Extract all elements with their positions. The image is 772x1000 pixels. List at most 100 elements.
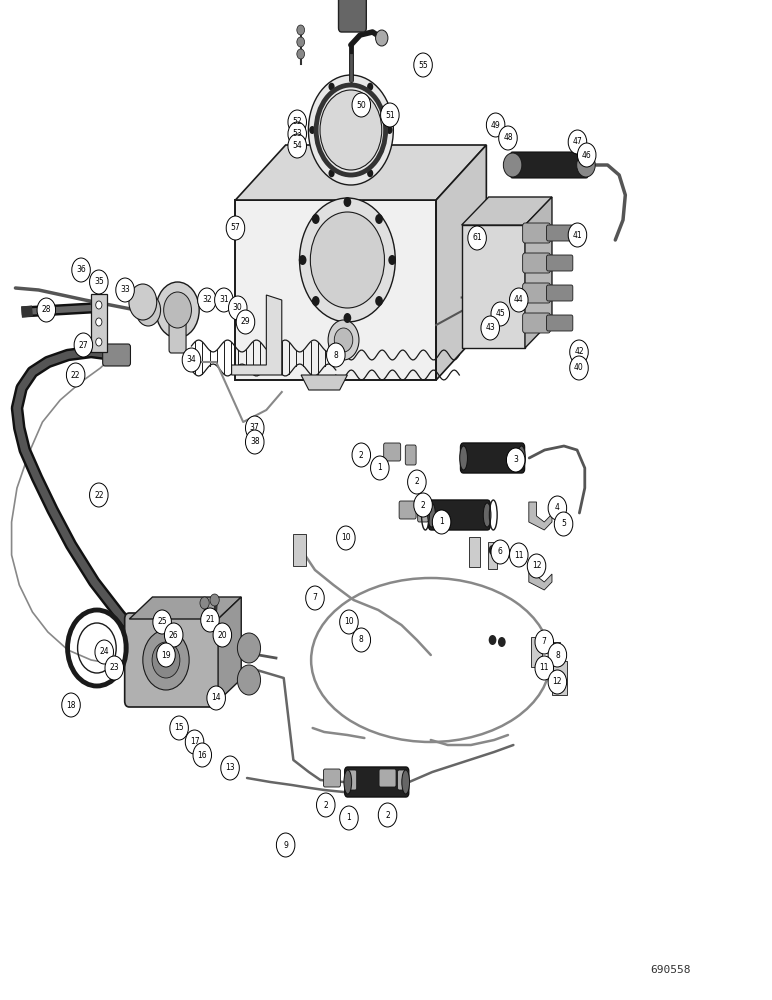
FancyBboxPatch shape xyxy=(379,769,396,787)
Circle shape xyxy=(170,716,188,740)
FancyBboxPatch shape xyxy=(551,642,560,669)
Text: 8: 8 xyxy=(334,351,338,360)
Circle shape xyxy=(489,635,496,645)
Circle shape xyxy=(375,296,383,306)
Circle shape xyxy=(568,223,587,247)
Text: 8: 8 xyxy=(359,636,364,645)
Text: 2: 2 xyxy=(415,478,419,487)
Text: 16: 16 xyxy=(198,750,207,760)
FancyBboxPatch shape xyxy=(428,500,490,530)
Text: 32: 32 xyxy=(202,296,212,304)
FancyBboxPatch shape xyxy=(124,613,222,707)
Circle shape xyxy=(288,122,306,146)
Circle shape xyxy=(414,493,432,517)
Text: 1: 1 xyxy=(378,464,382,473)
Text: 57: 57 xyxy=(231,224,240,232)
Text: 8: 8 xyxy=(555,650,560,660)
Text: 7: 7 xyxy=(313,593,317,602)
Text: 690558: 690558 xyxy=(651,965,691,975)
Text: 22: 22 xyxy=(71,370,80,379)
FancyBboxPatch shape xyxy=(384,443,401,461)
FancyBboxPatch shape xyxy=(398,770,408,790)
Circle shape xyxy=(90,483,108,507)
FancyBboxPatch shape xyxy=(346,770,357,790)
Ellipse shape xyxy=(459,446,468,470)
FancyBboxPatch shape xyxy=(103,344,130,366)
Ellipse shape xyxy=(344,770,351,794)
Text: 2: 2 xyxy=(359,450,364,460)
Circle shape xyxy=(226,216,245,240)
Text: 55: 55 xyxy=(418,60,428,70)
Circle shape xyxy=(152,642,180,678)
Text: 51: 51 xyxy=(385,110,394,119)
Circle shape xyxy=(157,643,175,667)
Circle shape xyxy=(245,416,264,440)
Circle shape xyxy=(367,169,374,177)
Circle shape xyxy=(577,153,595,177)
Circle shape xyxy=(344,313,351,323)
Circle shape xyxy=(503,153,522,177)
FancyBboxPatch shape xyxy=(488,542,497,568)
Circle shape xyxy=(510,288,528,312)
Circle shape xyxy=(200,597,209,609)
Circle shape xyxy=(527,554,546,578)
Text: 49: 49 xyxy=(491,120,500,129)
Circle shape xyxy=(491,302,510,326)
FancyBboxPatch shape xyxy=(523,223,550,243)
Circle shape xyxy=(548,496,567,520)
Circle shape xyxy=(96,318,102,326)
Circle shape xyxy=(535,630,554,654)
FancyBboxPatch shape xyxy=(344,767,409,797)
Text: 18: 18 xyxy=(66,700,76,710)
Text: 12: 12 xyxy=(553,678,562,686)
Circle shape xyxy=(164,623,183,647)
Circle shape xyxy=(312,296,320,306)
Polygon shape xyxy=(529,562,552,590)
Circle shape xyxy=(221,756,239,780)
Polygon shape xyxy=(232,295,282,375)
Circle shape xyxy=(554,512,573,536)
FancyBboxPatch shape xyxy=(462,225,525,348)
Text: 25: 25 xyxy=(157,617,167,626)
Circle shape xyxy=(491,540,510,564)
Circle shape xyxy=(276,833,295,857)
Circle shape xyxy=(129,284,157,320)
Polygon shape xyxy=(130,597,241,619)
Text: 21: 21 xyxy=(205,615,215,624)
Circle shape xyxy=(535,656,554,680)
Circle shape xyxy=(388,255,396,265)
Circle shape xyxy=(105,656,124,680)
Text: 9: 9 xyxy=(283,840,288,850)
Text: 52: 52 xyxy=(293,117,302,126)
Circle shape xyxy=(506,448,525,472)
Circle shape xyxy=(378,803,397,827)
Text: 5: 5 xyxy=(561,520,566,528)
Circle shape xyxy=(288,110,306,134)
Text: 22: 22 xyxy=(94,490,103,499)
Text: 11: 11 xyxy=(540,664,549,672)
Polygon shape xyxy=(462,197,552,225)
Polygon shape xyxy=(218,597,241,701)
Circle shape xyxy=(489,545,496,555)
FancyBboxPatch shape xyxy=(405,445,416,465)
Text: 54: 54 xyxy=(293,141,302,150)
Circle shape xyxy=(352,628,371,652)
Text: 7: 7 xyxy=(542,638,547,647)
Circle shape xyxy=(185,730,204,754)
Circle shape xyxy=(309,75,393,185)
FancyBboxPatch shape xyxy=(91,294,107,352)
Text: 1: 1 xyxy=(347,814,351,822)
Circle shape xyxy=(414,53,432,77)
Text: 37: 37 xyxy=(250,424,259,432)
Circle shape xyxy=(164,292,191,328)
Circle shape xyxy=(116,278,134,302)
Circle shape xyxy=(182,348,201,372)
Polygon shape xyxy=(525,197,552,348)
Circle shape xyxy=(288,134,306,158)
Text: 40: 40 xyxy=(574,363,584,372)
Circle shape xyxy=(296,25,304,35)
Text: 13: 13 xyxy=(225,764,235,772)
Ellipse shape xyxy=(517,446,525,470)
Circle shape xyxy=(153,610,171,634)
FancyBboxPatch shape xyxy=(547,315,573,331)
